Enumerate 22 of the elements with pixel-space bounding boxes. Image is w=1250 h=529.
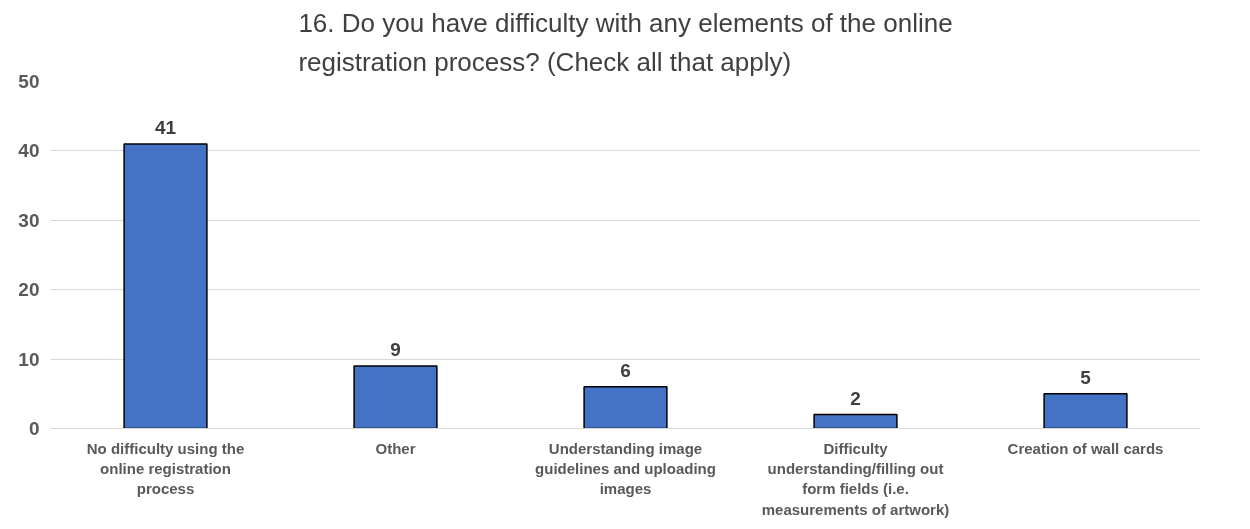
data-label: 41 — [154, 116, 177, 138]
y-tick-label: 30 — [18, 209, 40, 231]
y-tick-label: 20 — [18, 279, 40, 301]
bar — [123, 143, 208, 429]
x-tick-label: Understanding image guidelines and uploading images — [535, 439, 716, 498]
bar — [353, 365, 438, 429]
data-label: 9 — [390, 339, 401, 361]
chart-title: 16. Do you have difficulty with any elements of the online registration process? (Check all that apply) — [298, 7, 953, 77]
bar — [583, 386, 668, 429]
x-tick-label: Other — [375, 439, 416, 457]
data-label: 5 — [1080, 366, 1092, 388]
y-tick-label: 0 — [28, 418, 40, 439]
y-tick-label: 50 — [18, 71, 40, 92]
bar — [813, 413, 898, 429]
bar — [1043, 393, 1128, 429]
y-tick-label: 10 — [18, 348, 40, 370]
data-label: 6 — [620, 359, 631, 381]
y-tick-label: 40 — [18, 140, 40, 162]
x-tick-label: No difficulty using the online registration process — [86, 439, 245, 498]
x-tick-label: Creation of wall cards — [1007, 439, 1164, 457]
x-tick-label: Difficulty understanding/filling out form fields (i.e. measurements of artwork) — [761, 439, 950, 518]
data-label: 2 — [850, 387, 861, 409]
